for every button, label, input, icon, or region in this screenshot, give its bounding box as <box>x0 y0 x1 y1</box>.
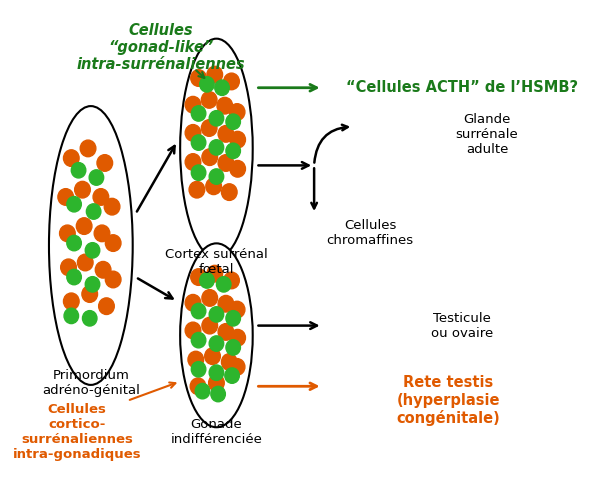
Text: Cellules
“gonad-like”
intra-surrénaliennes: Cellules “gonad-like” intra-surrénalienn… <box>76 23 245 72</box>
Text: Testicule
ou ovaire: Testicule ou ovaire <box>431 312 493 340</box>
Ellipse shape <box>206 178 221 194</box>
Text: Glande
surrénale
adulte: Glande surrénale adulte <box>456 113 518 156</box>
Ellipse shape <box>202 91 217 108</box>
Ellipse shape <box>211 386 226 402</box>
Ellipse shape <box>93 189 109 205</box>
Ellipse shape <box>64 308 79 324</box>
Ellipse shape <box>185 322 201 339</box>
Ellipse shape <box>64 293 79 310</box>
Ellipse shape <box>191 135 206 150</box>
Ellipse shape <box>229 301 245 318</box>
Ellipse shape <box>221 354 237 370</box>
Ellipse shape <box>191 106 206 121</box>
Ellipse shape <box>82 286 98 302</box>
Ellipse shape <box>85 243 100 258</box>
Ellipse shape <box>226 143 241 159</box>
Ellipse shape <box>230 161 245 177</box>
Ellipse shape <box>200 273 214 288</box>
Ellipse shape <box>229 358 245 375</box>
Ellipse shape <box>215 80 229 95</box>
Ellipse shape <box>207 265 223 282</box>
Ellipse shape <box>202 290 218 306</box>
Ellipse shape <box>59 225 75 242</box>
Ellipse shape <box>224 272 239 289</box>
Ellipse shape <box>97 155 113 171</box>
Ellipse shape <box>106 235 121 251</box>
Ellipse shape <box>80 140 96 157</box>
Ellipse shape <box>95 262 111 278</box>
Ellipse shape <box>64 150 79 166</box>
Ellipse shape <box>226 311 241 326</box>
Ellipse shape <box>191 303 206 319</box>
Text: Cortex surrénal
fœtal: Cortex surrénal fœtal <box>165 248 268 276</box>
Ellipse shape <box>106 271 121 288</box>
Text: Rete testis
(hyperplasie
congénitale): Rete testis (hyperplasie congénitale) <box>396 375 500 426</box>
Ellipse shape <box>225 368 239 383</box>
Ellipse shape <box>185 154 201 170</box>
Ellipse shape <box>180 244 253 427</box>
Ellipse shape <box>76 218 92 234</box>
Ellipse shape <box>180 39 253 258</box>
Ellipse shape <box>185 295 201 311</box>
Ellipse shape <box>86 204 101 219</box>
Ellipse shape <box>71 163 86 178</box>
Ellipse shape <box>209 365 224 381</box>
Text: Cellules
chromaffines: Cellules chromaffines <box>326 219 413 247</box>
Ellipse shape <box>191 269 206 285</box>
Ellipse shape <box>209 110 224 126</box>
Ellipse shape <box>104 198 120 215</box>
Ellipse shape <box>67 196 82 212</box>
Ellipse shape <box>230 132 245 148</box>
Ellipse shape <box>218 126 234 142</box>
Ellipse shape <box>185 125 201 141</box>
Ellipse shape <box>205 348 220 364</box>
Ellipse shape <box>226 340 241 355</box>
Ellipse shape <box>217 97 233 114</box>
Ellipse shape <box>202 149 218 165</box>
Ellipse shape <box>209 169 224 184</box>
Ellipse shape <box>195 383 210 399</box>
Ellipse shape <box>77 254 93 271</box>
Ellipse shape <box>224 73 239 90</box>
Ellipse shape <box>74 181 90 198</box>
Ellipse shape <box>61 259 76 275</box>
Ellipse shape <box>229 104 245 120</box>
Ellipse shape <box>49 106 133 385</box>
Ellipse shape <box>82 311 97 326</box>
Ellipse shape <box>67 235 82 251</box>
Text: Primordium
adréno-génital: Primordium adréno-génital <box>42 369 140 397</box>
Ellipse shape <box>191 165 206 180</box>
Ellipse shape <box>191 70 206 86</box>
Ellipse shape <box>218 296 234 312</box>
Ellipse shape <box>89 170 104 185</box>
Ellipse shape <box>189 181 205 198</box>
Ellipse shape <box>202 317 218 334</box>
Ellipse shape <box>217 276 231 292</box>
Ellipse shape <box>218 155 234 171</box>
Ellipse shape <box>207 66 223 83</box>
Ellipse shape <box>202 120 217 136</box>
Ellipse shape <box>209 307 224 322</box>
Ellipse shape <box>209 140 224 155</box>
Ellipse shape <box>200 77 214 92</box>
Ellipse shape <box>94 225 110 242</box>
Ellipse shape <box>209 336 224 351</box>
Ellipse shape <box>218 324 234 340</box>
Ellipse shape <box>188 351 203 368</box>
Ellipse shape <box>230 329 245 346</box>
Ellipse shape <box>226 114 241 130</box>
Ellipse shape <box>67 270 82 285</box>
Ellipse shape <box>190 378 206 395</box>
Ellipse shape <box>185 96 201 113</box>
Ellipse shape <box>191 332 206 348</box>
Ellipse shape <box>58 189 74 205</box>
Ellipse shape <box>191 361 206 377</box>
Ellipse shape <box>209 375 224 391</box>
Ellipse shape <box>85 276 100 292</box>
Ellipse shape <box>221 184 237 200</box>
Ellipse shape <box>98 298 114 315</box>
Text: Gonade
indifférenciée: Gonade indifférenciée <box>170 418 262 446</box>
Text: “Cellules ACTH” de l’HSMB?: “Cellules ACTH” de l’HSMB? <box>346 80 578 95</box>
Text: Cellules
cortico-
surrénaliennes
intra-gonadiques: Cellules cortico- surrénaliennes intra-g… <box>13 404 141 462</box>
